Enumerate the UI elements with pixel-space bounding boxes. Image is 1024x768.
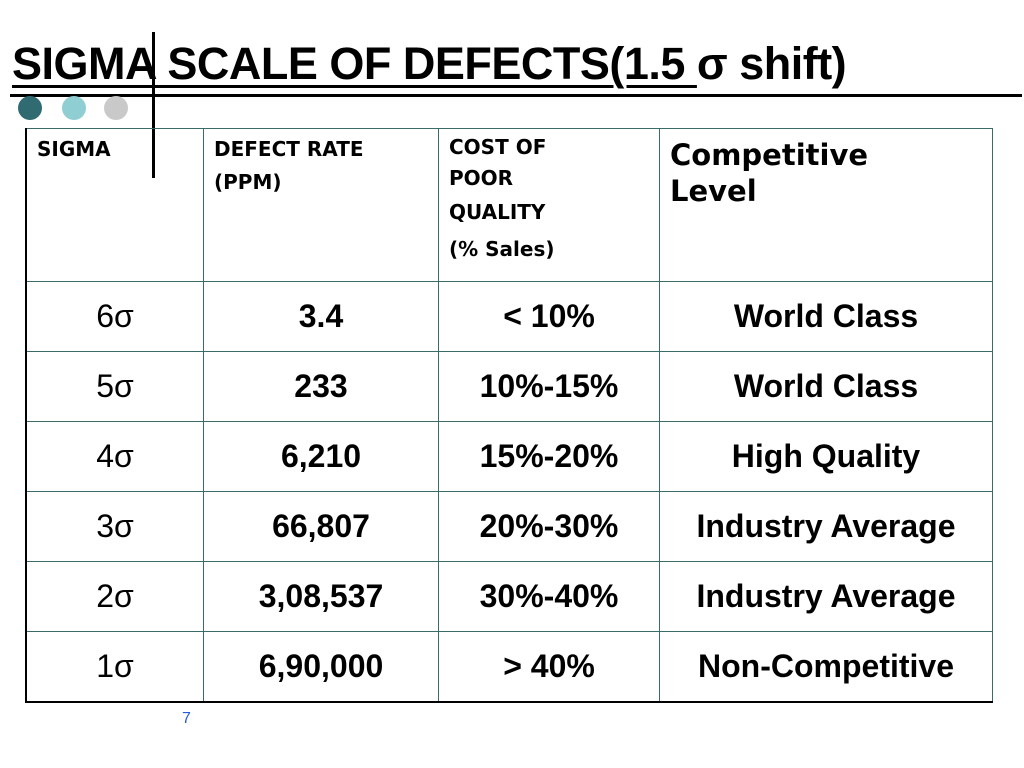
cell-level: Non-Competitive [659, 631, 993, 703]
header-defect-rate-unit: (PPM) [214, 170, 282, 194]
header-sigma-label: SIGMA [37, 137, 111, 161]
table-row: 6σ 3.4 < 10% World Class [25, 281, 993, 352]
slide-title-main: SIGMA SCALE OF DEFECTS(1.5 [12, 38, 697, 89]
cell-cost: 30%-40% [438, 561, 660, 632]
cell-sigma: 6σ [25, 281, 204, 352]
header-competitive-line2: Level [670, 174, 757, 208]
table-row: 2σ 3,08,537 30%-40% Industry Average [25, 561, 993, 632]
header-competitive-level: Competitive Level [659, 128, 993, 282]
cell-sigma: 4σ [25, 421, 204, 492]
sigma-table: SIGMA DEFECT RATE (PPM) COST OF POOR QUA… [25, 128, 993, 703]
cell-defect-rate: 6,210 [203, 421, 439, 492]
header-cost-line2: POOR [449, 166, 514, 190]
table-row: 5σ 233 10%-15% World Class [25, 351, 993, 422]
cell-sigma: 5σ [25, 351, 204, 422]
header-cost: COST OF POOR QUALITY (% Sales) [438, 128, 660, 282]
header-competitive-line1: Competitive [670, 138, 869, 172]
cell-sigma: 3σ [25, 491, 204, 562]
cell-cost: 15%-20% [438, 421, 660, 492]
header-cost-line1: COST OF [449, 135, 547, 159]
page-number: 7 [182, 710, 191, 727]
bullet-dot-dark-teal [18, 96, 42, 120]
table-row: 1σ 6,90,000 > 40% Non-Competitive [25, 631, 993, 703]
cell-defect-rate: 3.4 [203, 281, 439, 352]
header-defect-rate-label: DEFECT RATE [214, 137, 364, 161]
cell-defect-rate: 66,807 [203, 491, 439, 562]
cell-sigma: 1σ [25, 631, 204, 703]
bullet-dot-gray [104, 96, 128, 120]
table-row: 4σ 6,210 15%-20% High Quality [25, 421, 993, 492]
title-vertical-rule [152, 32, 155, 178]
cell-level: World Class [659, 351, 993, 422]
cell-level: World Class [659, 281, 993, 352]
bullet-dot-light-teal [62, 96, 86, 120]
table-header-row: SIGMA DEFECT RATE (PPM) COST OF POOR QUA… [25, 128, 993, 282]
cell-cost: < 10% [438, 281, 660, 352]
cell-level: High Quality [659, 421, 993, 492]
cell-level: Industry Average [659, 561, 993, 632]
header-sigma: SIGMA [25, 128, 204, 282]
cell-level: Industry Average [659, 491, 993, 562]
cell-cost: 20%-30% [438, 491, 660, 562]
cell-cost: > 40% [438, 631, 660, 703]
cell-sigma: 2σ [25, 561, 204, 632]
cell-defect-rate: 233 [203, 351, 439, 422]
header-defect-rate: DEFECT RATE (PPM) [203, 128, 439, 282]
slide-title: SIGMA SCALE OF DEFECTS(1.5 σ shift) [12, 38, 847, 90]
title-rule [10, 94, 1022, 97]
header-cost-line3: QUALITY [449, 200, 546, 224]
cell-defect-rate: 3,08,537 [203, 561, 439, 632]
cell-defect-rate: 6,90,000 [203, 631, 439, 703]
slide-title-sigma-shift: σ shift) [696, 38, 847, 89]
cell-cost: 10%-15% [438, 351, 660, 422]
table-row: 3σ 66,807 20%-30% Industry Average [25, 491, 993, 562]
header-cost-unit: (% Sales) [449, 237, 555, 261]
